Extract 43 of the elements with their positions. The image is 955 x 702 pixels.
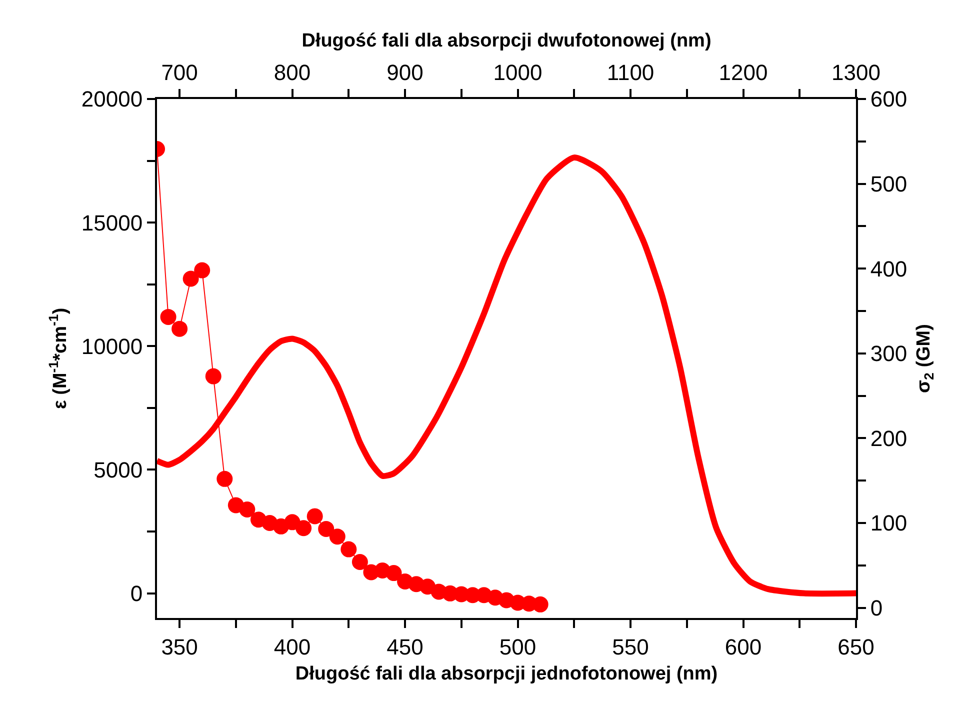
x2-tick-label: 900 — [386, 60, 424, 86]
x2-axis-title: Długość fali dla absorpcji dwufotonowej (nm) — [302, 30, 712, 52]
x2-tick-label: 1100 — [606, 60, 654, 86]
x2-tick-label: 700 — [161, 60, 198, 86]
x-tick-label: 450 — [386, 634, 424, 660]
x-tick-label: 600 — [724, 634, 762, 660]
x-tick-label: 650 — [838, 634, 874, 660]
y-tick-label: 0 — [130, 580, 143, 606]
y-tick-label: 15000 — [81, 210, 143, 236]
point — [172, 320, 188, 337]
point — [216, 470, 233, 487]
point — [352, 554, 368, 570]
y2-tick-label: 0 — [870, 596, 883, 621]
x2-tick-label: 1200 — [718, 60, 768, 86]
point — [194, 262, 210, 278]
point — [205, 368, 222, 384]
point — [296, 520, 312, 536]
x-tick-label: 550 — [612, 634, 649, 660]
x2-tick-label: 800 — [274, 60, 311, 86]
point — [182, 270, 199, 287]
point — [239, 501, 256, 518]
x-axis-title: Długość fali dla absorpcji jednofotonowej (nm) — [295, 664, 718, 685]
x2-tick-label: 1300 — [832, 60, 880, 86]
point — [340, 541, 357, 558]
point — [386, 565, 402, 582]
y2-tick-label: 500 — [870, 172, 908, 196]
y2-tick-label: 100 — [870, 510, 908, 536]
point — [532, 596, 548, 612]
y-tick-label: 5000 — [94, 457, 143, 482]
y2-tick-label: 300 — [870, 341, 908, 366]
y-tick-label: 10000 — [81, 334, 143, 359]
point — [160, 308, 176, 325]
x-tick-label: 350 — [161, 634, 198, 660]
y-tick-label: 20000 — [81, 86, 143, 112]
point — [306, 508, 323, 524]
y2-tick-label: 400 — [870, 256, 908, 282]
point — [318, 520, 334, 537]
x2-tick-label: 1000 — [493, 60, 542, 86]
point — [329, 528, 346, 545]
x-tick-label: 500 — [499, 634, 536, 660]
y2-tick-label: 600 — [870, 86, 908, 112]
x-tick-label: 400 — [274, 634, 311, 660]
y2-tick-label: 200 — [870, 426, 908, 451]
